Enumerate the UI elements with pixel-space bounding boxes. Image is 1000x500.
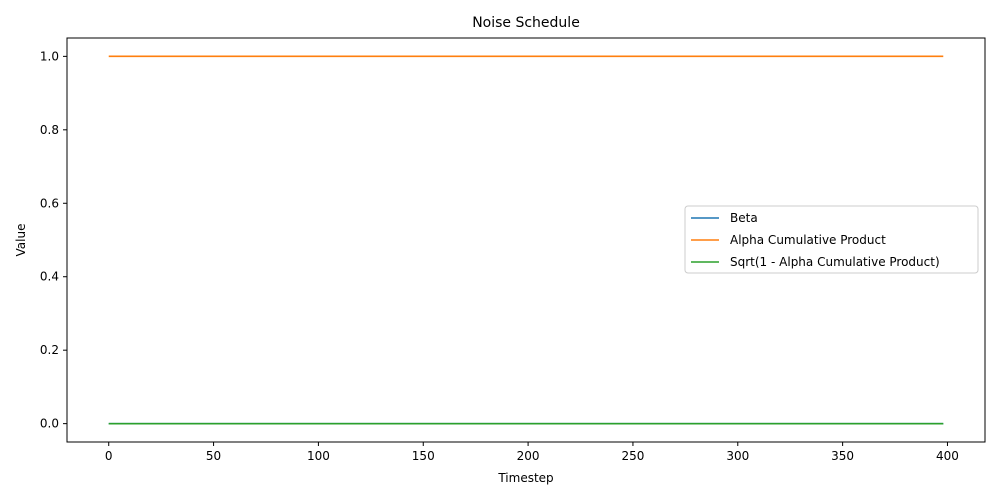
x-tick-label: 150 [412, 449, 435, 463]
legend: Beta Alpha Cumulative Product Sqrt(1 - Alp… [684, 205, 979, 274]
x-axis-label: Timestep [497, 471, 553, 485]
y-tick-label: 0.8 [40, 123, 59, 137]
y-axis-label: Value [14, 224, 28, 257]
legend-label: Alpha Cumulative Product [730, 233, 886, 247]
series-lines [108, 55, 944, 425]
y-tick-label: 1.0 [40, 49, 59, 63]
x-tick-label: 400 [936, 449, 959, 463]
axes-frame [66, 37, 986, 443]
x-tick-label: 0 [105, 449, 113, 463]
x-tick-label: 250 [621, 449, 644, 463]
x-tick-label: 200 [517, 449, 540, 463]
x-tick-label: 300 [726, 449, 749, 463]
x-tick-label: 100 [307, 449, 330, 463]
y-tick-label: 0.0 [40, 417, 59, 431]
x-tick-label: 50 [206, 449, 221, 463]
y-tick-label: 0.4 [40, 270, 59, 284]
chart-title: Noise Schedule [472, 15, 580, 31]
y-tick-label: 0.2 [40, 343, 59, 357]
x-tick-label: 350 [831, 449, 854, 463]
y-tick-label: 0.6 [40, 196, 59, 210]
legend-label: Sqrt(1 - Alpha Cumulative Product) [730, 255, 940, 269]
y-axis-ticks: 0.0 0.2 0.4 0.6 0.8 1.0 [40, 49, 67, 431]
legend-label: Beta [730, 211, 758, 225]
x-axis-ticks: 0 50 100 150 200 250 300 350 400 [105, 442, 959, 463]
legend-box [684, 205, 979, 274]
